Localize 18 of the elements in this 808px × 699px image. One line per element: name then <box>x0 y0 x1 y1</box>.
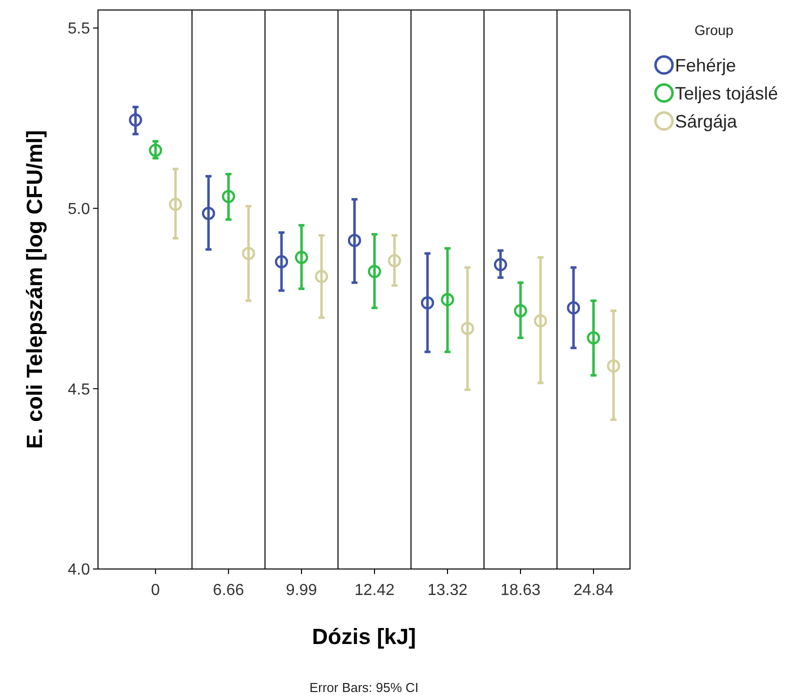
x-tick-label: 0 <box>151 582 160 599</box>
y-axis-title: E. coli Telepszám [log CFU/ml] <box>22 130 47 449</box>
text: Error Bars: 95% CI <box>309 680 419 695</box>
legend-label: Fehérje <box>675 55 736 76</box>
x-tick-label: 6.66 <box>212 582 244 599</box>
y-tick-label: 4.5 <box>68 381 90 398</box>
x-tick-label: 13.32 <box>427 582 468 599</box>
x-tick-label: 24.84 <box>573 582 614 599</box>
x-tick-label: 9.99 <box>286 582 318 599</box>
y-tick-label: 5.5 <box>68 20 90 38</box>
legend-label: Sárgája <box>675 111 738 132</box>
x-axis-title: Dózis [kJ] <box>312 624 416 649</box>
legend-title: Group <box>694 22 734 38</box>
x-tick-label: 12.42 <box>354 582 395 599</box>
y-tick-label: 4.0 <box>68 562 90 579</box>
x-tick-label: 18.63 <box>500 582 541 599</box>
legend-label: Teljes tojáslé <box>675 83 778 104</box>
y-tick-label: 5.0 <box>68 200 90 218</box>
